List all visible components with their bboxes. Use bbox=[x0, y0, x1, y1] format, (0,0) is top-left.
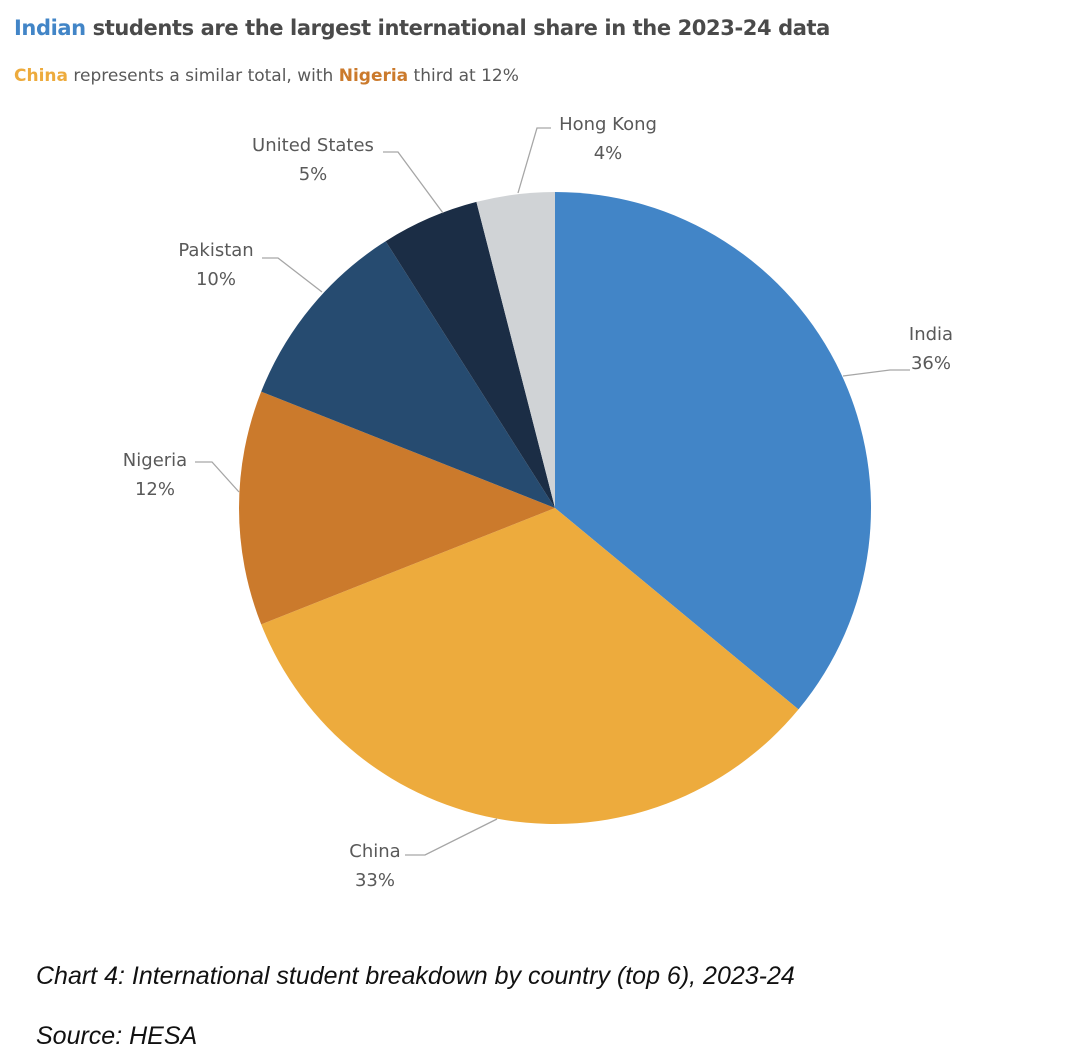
slice-value-hong-kong: 4% bbox=[594, 143, 623, 164]
pie-slice-india bbox=[555, 192, 872, 710]
slice-value-china: 33% bbox=[355, 870, 395, 891]
leader-line-hong-kong bbox=[517, 127, 551, 194]
slice-value-united-states: 5% bbox=[299, 164, 328, 185]
chart-subtitle: China represents a similar total, with N… bbox=[14, 66, 519, 86]
subtitle-highlight-china: China bbox=[14, 66, 68, 86]
pie-slice-hong-kong bbox=[476, 192, 555, 508]
leader-line-china bbox=[405, 818, 498, 856]
pie-labels: India 36% China 33% Nigeria 12% Pakistan 10% Uni… bbox=[123, 114, 953, 891]
leader-line-india bbox=[842, 369, 910, 377]
slice-value-india: 36% bbox=[911, 353, 951, 374]
slice-label-nigeria: Nigeria bbox=[123, 450, 187, 471]
leader-line-nigeria bbox=[195, 461, 240, 493]
slice-value-nigeria: 12% bbox=[135, 479, 175, 500]
pie-slice-nigeria bbox=[239, 391, 555, 625]
chart-caption: Chart 4: International student breakdown… bbox=[36, 962, 795, 990]
leader-line-pakistan bbox=[262, 257, 323, 293]
chart-source: Source: HESA bbox=[36, 1022, 198, 1050]
subtitle-highlight-nigeria: Nigeria bbox=[338, 66, 409, 86]
slice-label-hong-kong: Hong Kong bbox=[559, 114, 657, 135]
chart-title: Indian students are the largest internat… bbox=[14, 16, 830, 40]
subtitle-text-middle: represents a similar total, with bbox=[67, 66, 339, 86]
subtitle-text-end: third at 12% bbox=[408, 66, 519, 86]
pie-slice-pakistan bbox=[261, 241, 555, 508]
pie-slices bbox=[239, 192, 872, 824]
slice-label-india: India bbox=[909, 324, 953, 345]
title-highlight-india: Indian bbox=[14, 16, 86, 40]
title-text: students are the largest international s… bbox=[85, 16, 831, 40]
slice-value-pakistan: 10% bbox=[196, 269, 236, 290]
slice-label-united-states: United States bbox=[252, 135, 374, 156]
leader-line-united-states bbox=[383, 151, 444, 214]
pie-slice-united-states bbox=[385, 201, 555, 508]
pie-slice-china bbox=[261, 508, 799, 824]
pie-chart: India 36% China 33% Nigeria 12% Pakistan 10% Uni… bbox=[123, 114, 953, 891]
slice-label-china: China bbox=[349, 841, 400, 862]
slice-label-pakistan: Pakistan bbox=[178, 240, 253, 261]
pie-leader-lines bbox=[195, 127, 910, 856]
